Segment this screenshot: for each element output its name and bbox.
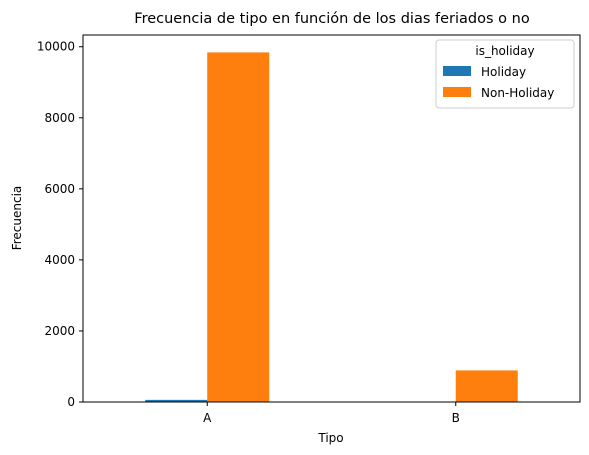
y-tick-label: 4000 — [44, 253, 75, 267]
x-tick-label: B — [452, 411, 460, 425]
legend-swatch-holiday — [443, 66, 471, 76]
legend-label-non-holiday: Non-Holiday — [481, 86, 554, 100]
y-tick-label: 0 — [67, 395, 75, 409]
y-tick-label: 10000 — [37, 40, 75, 54]
y-tick-label: 8000 — [44, 111, 75, 125]
x-tick-label: A — [203, 411, 212, 425]
x-axis-label: Tipo — [317, 431, 343, 445]
legend: is_holiday Holiday Non-Holiday — [436, 40, 574, 108]
bar-a-non-holiday — [207, 52, 269, 402]
legend-swatch-non-holiday — [443, 87, 471, 97]
y-axis: 0 2000 4000 6000 8000 10000 — [37, 40, 83, 409]
chart-title: Frecuencia de tipo en función de los dia… — [134, 11, 530, 27]
y-axis-label: Frecuencia — [10, 186, 24, 251]
y-tick-label: 6000 — [44, 182, 75, 196]
y-tick-label: 2000 — [44, 324, 75, 338]
legend-label-holiday: Holiday — [481, 65, 526, 79]
legend-title: is_holiday — [475, 44, 534, 58]
bar-b-non-holiday — [456, 370, 518, 402]
